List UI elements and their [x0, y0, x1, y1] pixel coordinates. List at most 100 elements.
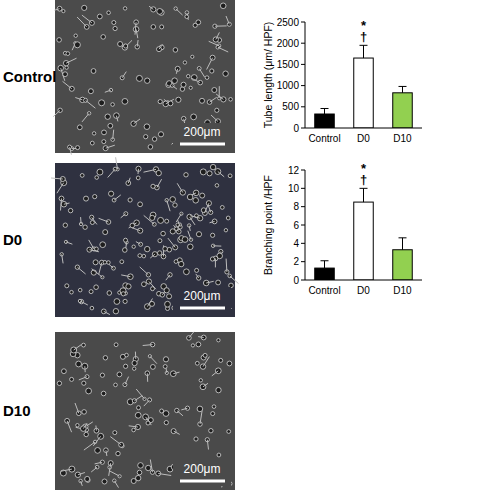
y-tick-label: 10 — [288, 183, 300, 194]
cell — [145, 78, 150, 83]
cell — [179, 261, 184, 266]
cell — [196, 232, 201, 237]
cell-process — [61, 199, 62, 211]
cell — [193, 198, 199, 204]
cell — [82, 410, 87, 415]
cell — [163, 357, 168, 362]
cell-process — [173, 372, 179, 374]
cell — [170, 197, 176, 203]
cell-process — [114, 481, 118, 488]
cell — [188, 244, 194, 250]
cell — [122, 99, 128, 105]
cell-process — [176, 9, 183, 16]
cell-process — [80, 217, 82, 224]
cell-process — [64, 203, 70, 204]
cell-process — [136, 29, 138, 38]
cell — [74, 42, 80, 48]
cell — [111, 103, 115, 107]
y-axis-label: Tube length (μm/ HPF) — [262, 22, 274, 129]
cell — [83, 225, 87, 229]
x-tick-label: D10 — [393, 285, 412, 296]
cell-process — [104, 311, 110, 314]
cell — [95, 247, 99, 251]
scale-bar-label: 200μm — [184, 462, 221, 476]
cell-process — [159, 44, 163, 49]
cell-process — [77, 17, 87, 27]
cell-process — [146, 417, 152, 425]
cell — [76, 424, 79, 427]
cell-process — [216, 94, 223, 99]
cell-process — [207, 440, 208, 450]
cell-process — [66, 242, 72, 244]
cell-process — [226, 259, 228, 272]
cell — [215, 184, 219, 188]
cell — [146, 465, 151, 470]
cell-process — [125, 377, 129, 385]
scale-bar-bg — [173, 287, 231, 313]
cell — [227, 361, 232, 366]
scale-bar-bg — [173, 123, 231, 149]
cell — [118, 42, 123, 47]
y-tick-label: 12 — [288, 165, 300, 176]
cell — [85, 476, 90, 481]
cell — [70, 377, 74, 381]
cell — [136, 75, 142, 81]
x-tick-label: Control — [308, 133, 340, 144]
y-tick — [301, 170, 305, 171]
cell — [137, 406, 141, 410]
cell — [99, 100, 105, 106]
y-tick-label: 8 — [293, 201, 299, 212]
cell — [212, 405, 216, 409]
scale-bar-bg — [173, 460, 231, 486]
cell — [193, 23, 197, 27]
cell — [123, 7, 126, 10]
cell — [156, 170, 161, 175]
cell — [145, 246, 150, 251]
cell — [114, 383, 118, 387]
cell — [200, 169, 206, 175]
bar — [315, 268, 335, 280]
cell-process — [207, 58, 213, 70]
cell-process — [75, 98, 82, 100]
cell — [107, 291, 112, 296]
cell — [215, 108, 219, 112]
cell — [163, 247, 168, 252]
cell-process — [62, 254, 63, 263]
cell — [101, 391, 106, 396]
cell — [210, 69, 214, 73]
cell — [137, 470, 142, 475]
cell — [113, 309, 118, 314]
bar — [393, 93, 413, 128]
cell-process — [177, 183, 183, 192]
cell — [112, 21, 116, 25]
cell — [150, 301, 155, 306]
cell-process — [150, 460, 152, 473]
cell-process — [135, 352, 136, 360]
cell — [164, 421, 168, 425]
cell — [117, 372, 122, 377]
cell — [223, 71, 228, 76]
cell-process — [218, 172, 224, 177]
cell — [102, 130, 107, 135]
cell-process — [82, 15, 92, 23]
cell-process — [177, 411, 183, 416]
cell — [135, 412, 141, 418]
figure: Control200μmD0200μmD10200μm0500100015002… — [0, 0, 488, 492]
cell-process — [172, 86, 177, 90]
cell — [105, 114, 110, 119]
cell — [103, 261, 107, 265]
cell-process — [92, 269, 103, 278]
cell-process — [149, 6, 153, 9]
cell — [176, 97, 181, 102]
cell-process — [110, 437, 121, 445]
cell — [84, 196, 89, 201]
cell-process — [140, 267, 149, 275]
cell — [125, 353, 129, 357]
cell — [219, 358, 223, 362]
cell — [211, 412, 215, 416]
y-tick — [301, 206, 305, 207]
x-tick-label: D0 — [357, 133, 370, 144]
cell — [113, 431, 117, 435]
cell — [57, 38, 62, 43]
cell — [89, 290, 93, 294]
